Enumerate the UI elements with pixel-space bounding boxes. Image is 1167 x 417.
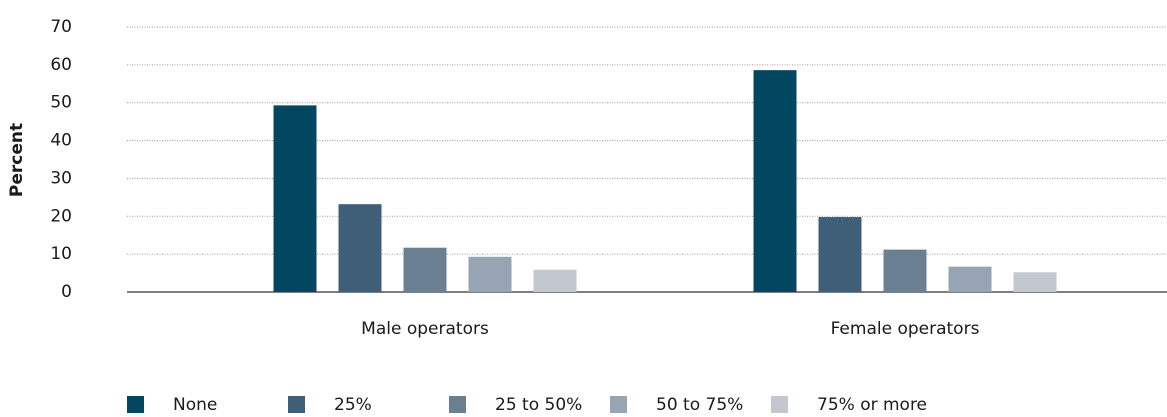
y-tick-label: 10 [50, 244, 72, 264]
legend-swatch [127, 396, 144, 413]
y-tick-label: 0 [61, 282, 72, 302]
y-tick-label: 20 [50, 206, 72, 226]
bar [753, 70, 797, 293]
y-axis-label: Percent [7, 123, 27, 197]
bar [273, 105, 317, 292]
bar [338, 204, 382, 292]
x-tick-label: Male operators [361, 319, 489, 339]
bar [1013, 272, 1057, 292]
y-tick-label: 30 [50, 168, 72, 188]
y-tick-label: 40 [50, 131, 72, 151]
bar [948, 266, 992, 292]
bar [468, 256, 512, 292]
y-tick-label: 60 [50, 55, 72, 75]
legend-swatch [771, 396, 788, 413]
bar [533, 269, 577, 292]
x-tick-label: Female operators [831, 319, 980, 339]
legend-label: 25% [334, 395, 372, 415]
legend-label: 75% or more [817, 395, 927, 415]
legend-label: None [173, 395, 217, 415]
legend-label: 50 to 75% [656, 395, 743, 415]
bar [818, 217, 862, 292]
legend-swatch [610, 396, 627, 413]
y-tick-label: 70 [50, 17, 72, 37]
y-tick-label: 50 [50, 93, 72, 113]
legend-label: 25 to 50% [495, 395, 582, 415]
legend-swatch [449, 396, 466, 413]
bar [883, 249, 927, 292]
bar [403, 247, 447, 292]
legend-swatch [288, 396, 305, 413]
